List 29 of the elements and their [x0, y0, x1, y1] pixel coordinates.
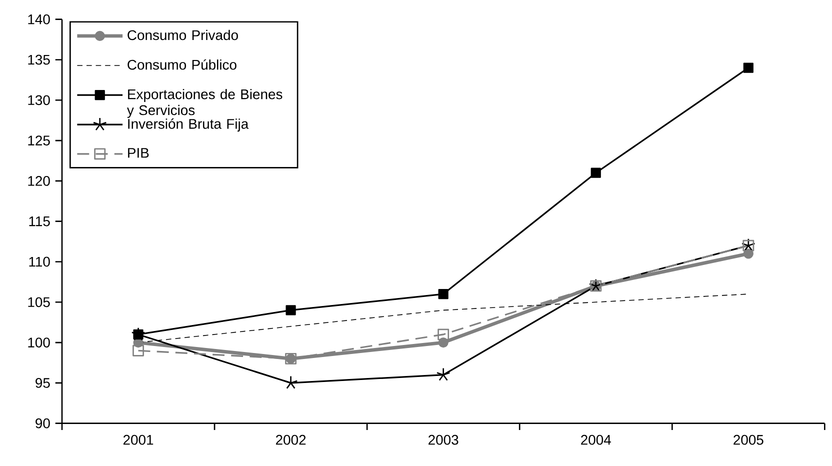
x-tick-label: 2004 [581, 434, 611, 445]
y-tick-label: 100 [28, 338, 50, 348]
legend-label: Inversión Bruta Fija [128, 118, 249, 132]
point [438, 328, 450, 340]
y-tick-label: 140 [28, 14, 50, 24]
y-tick-label: 95 [36, 378, 50, 388]
x-tick-label: 2003 [428, 434, 458, 445]
y-tick-label: 130 [28, 95, 50, 106]
point [743, 62, 754, 73]
point [590, 168, 601, 178]
point [438, 289, 448, 300]
y-tick-label: 110 [29, 256, 50, 267]
point [436, 368, 450, 381]
legend-label: Exportaciones de Bienes y Servicios [126, 88, 282, 118]
point [286, 305, 296, 316]
x-tick-label: 2002 [276, 434, 306, 445]
legend-label: PIB [128, 148, 149, 158]
y-tick-label: 105 [28, 297, 50, 308]
y-tick-label: 120 [28, 176, 50, 186]
y-tick-label: 135 [28, 54, 50, 65]
point [132, 344, 144, 356]
point [284, 376, 298, 389]
y-tick-label: 115 [29, 216, 50, 226]
y-tick-label: 125 [28, 136, 50, 146]
legend-label: Consumo Privado [128, 30, 238, 40]
legend-label: Consumo Público [128, 59, 236, 70]
x-tick-label: 2005 [734, 434, 764, 445]
x-tick-label: 2001 [123, 434, 154, 445]
y-tick-label: 90 [36, 418, 50, 428]
